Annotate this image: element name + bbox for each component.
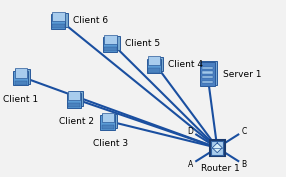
FancyBboxPatch shape	[201, 61, 217, 85]
Text: Client 2: Client 2	[59, 117, 94, 126]
Text: Client 6: Client 6	[73, 16, 108, 25]
FancyBboxPatch shape	[53, 13, 68, 27]
Bar	[202, 76, 213, 78]
Bar	[202, 81, 213, 83]
FancyBboxPatch shape	[69, 91, 83, 106]
FancyBboxPatch shape	[51, 14, 65, 29]
Text: C: C	[241, 127, 247, 136]
FancyBboxPatch shape	[148, 56, 160, 65]
FancyBboxPatch shape	[15, 69, 30, 84]
Text: Client 1: Client 1	[3, 95, 38, 104]
Text: Router 1: Router 1	[201, 164, 239, 173]
Text: D: D	[188, 127, 194, 136]
FancyBboxPatch shape	[149, 57, 163, 71]
Text: B: B	[241, 160, 247, 169]
FancyBboxPatch shape	[13, 71, 27, 85]
FancyBboxPatch shape	[67, 93, 81, 108]
Text: Client 4: Client 4	[168, 60, 203, 69]
FancyBboxPatch shape	[102, 113, 114, 122]
FancyBboxPatch shape	[52, 12, 65, 21]
FancyBboxPatch shape	[100, 115, 115, 130]
FancyBboxPatch shape	[15, 81, 27, 85]
FancyBboxPatch shape	[148, 68, 160, 73]
Text: Server 1: Server 1	[223, 70, 261, 79]
FancyBboxPatch shape	[104, 47, 116, 52]
FancyBboxPatch shape	[68, 103, 80, 107]
Polygon shape	[212, 143, 222, 153]
Text: A: A	[188, 160, 193, 169]
Text: Client 3: Client 3	[93, 139, 128, 148]
FancyBboxPatch shape	[103, 37, 117, 52]
Bar	[202, 72, 213, 74]
FancyBboxPatch shape	[146, 59, 161, 73]
FancyBboxPatch shape	[105, 36, 120, 50]
FancyBboxPatch shape	[104, 35, 116, 44]
Bar	[202, 67, 213, 69]
Text: Client 5: Client 5	[125, 39, 160, 48]
FancyBboxPatch shape	[210, 140, 225, 156]
FancyBboxPatch shape	[68, 91, 80, 100]
FancyBboxPatch shape	[200, 62, 215, 86]
FancyBboxPatch shape	[102, 113, 117, 128]
FancyBboxPatch shape	[211, 141, 223, 155]
FancyBboxPatch shape	[15, 68, 27, 78]
FancyBboxPatch shape	[102, 125, 114, 129]
FancyBboxPatch shape	[52, 24, 65, 28]
